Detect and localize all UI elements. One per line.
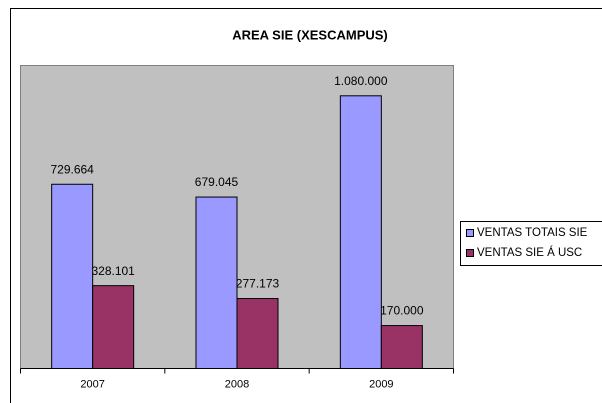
data-label: 679.045 (195, 175, 239, 189)
chart-title: AREA SIE (XESCAMPUS) (232, 27, 388, 42)
bar (380, 325, 423, 370)
legend-label: VENTAS TOTAIS SIE (477, 227, 588, 239)
data-label: 729.664 (50, 162, 94, 176)
data-label: 328.101 (91, 264, 135, 278)
bar (339, 95, 382, 370)
data-label: 170.000 (380, 304, 424, 318)
data-label: 1.080.000 (334, 74, 388, 88)
x-tick-label: 2007 (80, 378, 104, 390)
x-tick-label: 2009 (369, 378, 393, 390)
bar (236, 298, 279, 370)
bar (92, 285, 135, 370)
x-tick-label: 2008 (225, 378, 249, 390)
legend-swatch (466, 249, 474, 257)
legend-swatch (466, 229, 474, 237)
data-label: 277.173 (236, 277, 280, 291)
legend-label: VENTAS SIE Á USC (477, 246, 582, 259)
bar (195, 196, 238, 369)
bar (51, 183, 94, 369)
legend-box (460, 221, 602, 266)
